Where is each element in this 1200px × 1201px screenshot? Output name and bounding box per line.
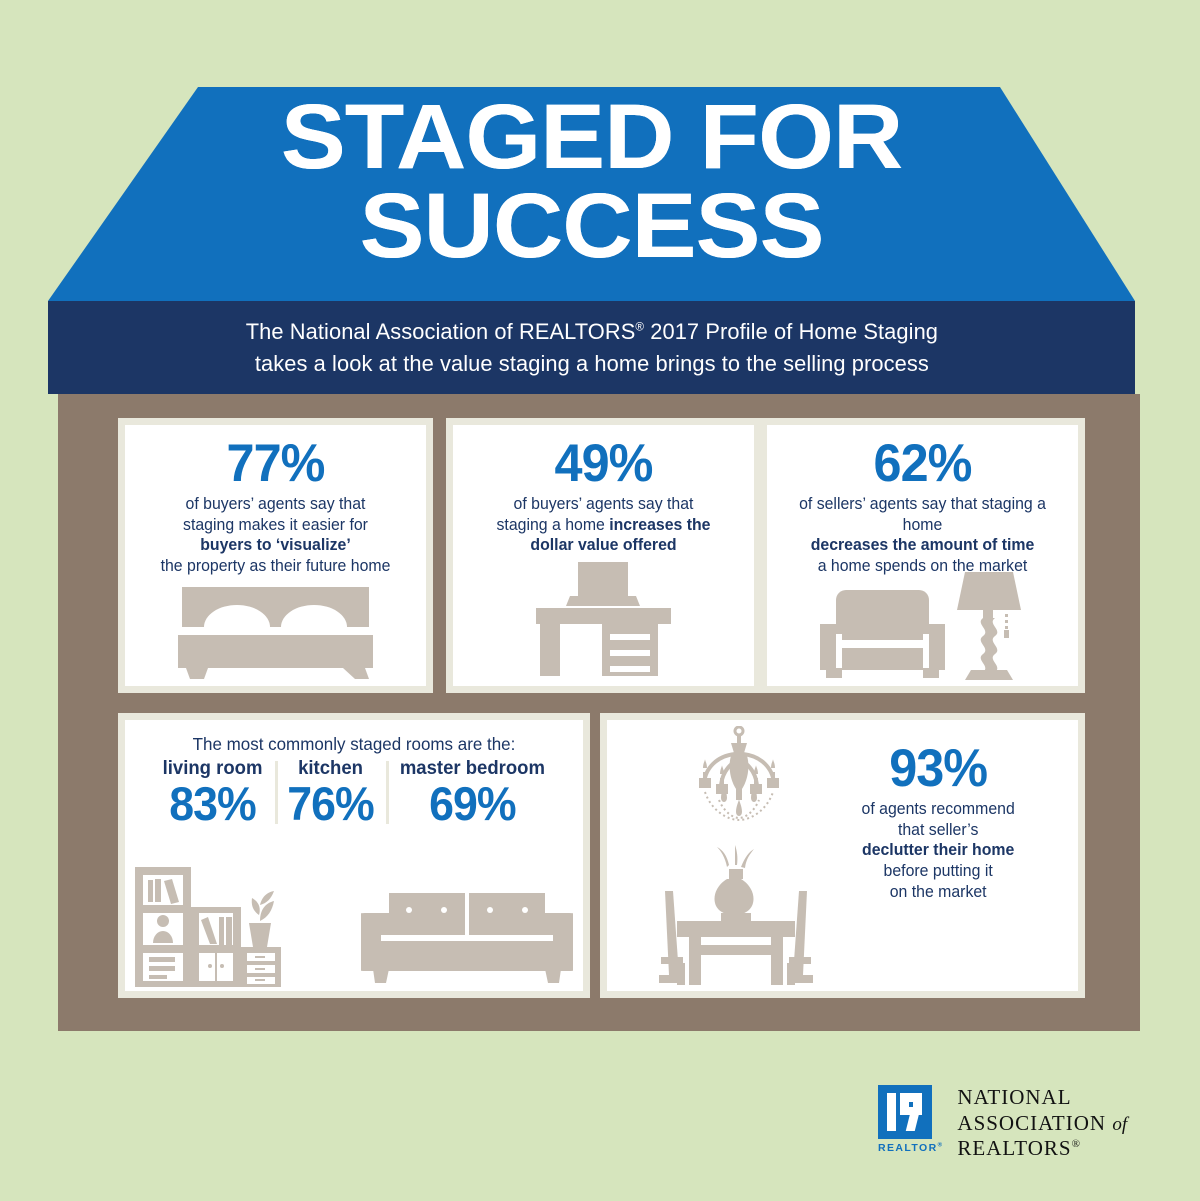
realtor-wordmark-sup: ®: [937, 1142, 944, 1149]
subtitle-line-1-post: 2017 Profile of Home Staging: [643, 318, 938, 344]
card-inner: 49% of buyers’ agents say that staging a…: [453, 425, 754, 686]
bookshelf-icon-container: [133, 865, 283, 987]
sofa-icon-container: [361, 879, 573, 987]
rooms-row: living room 83% kitchen 76% master bedro…: [125, 757, 583, 830]
nar-name-line-3-sup: ®: [1071, 1138, 1081, 1151]
room-stat-living-room: living room 83%: [150, 757, 275, 830]
realtor-r-block: [878, 1085, 932, 1139]
desc-line-2-bold: decreases the amount of time: [810, 536, 1035, 555]
realtor-wordmark-text: REALTOR: [878, 1142, 938, 1154]
bookshelf-icon: [135, 867, 281, 987]
rooms-card: The most commonly staged rooms are the: …: [118, 713, 590, 998]
card-inner: 62% of sellers’ agents say that staging …: [767, 425, 1078, 686]
declutter-layout: 93% of agents recommend that seller’s de…: [607, 720, 1078, 991]
card-inner: 93% of agents recommend that seller’s de…: [607, 720, 1078, 991]
room-stat-kitchen: kitchen 76%: [274, 757, 386, 830]
desc-line-2-pre: staging a home: [496, 515, 610, 534]
room-name: living room: [162, 757, 262, 779]
card-inner: 77% of buyers’ agents say that staging m…: [125, 425, 426, 686]
desc-line-3-bold: buyers to ‘visualize’: [200, 536, 351, 555]
dining-table-icon-container: [655, 845, 815, 985]
stat-percent: 62%: [873, 434, 973, 493]
room-name: master bedroom: [399, 757, 545, 779]
page-title: STAGED FOR SUCCESS: [48, 86, 1135, 278]
nar-name-line-2a: ASSOCIATION: [957, 1110, 1107, 1135]
desc-line-1: of sellers’ agents say that staging a ho…: [799, 495, 1046, 534]
nar-name-line-3-text: REALTORS: [957, 1136, 1072, 1161]
stat-card-dollar-value: 49% of buyers’ agents say that staging a…: [446, 418, 761, 693]
armchair-icon: [820, 590, 945, 678]
title-line-1: STAGED FOR: [280, 86, 904, 188]
room-stat-master-bedroom: master bedroom 69%: [385, 757, 559, 830]
desk-icon: [536, 562, 671, 676]
nar-logo: REALTOR® NATIONAL ASSOCIATION of REALTOR…: [878, 1085, 1127, 1162]
card-inner: The most commonly staged rooms are the: …: [125, 720, 583, 991]
room-percent: 76%: [286, 776, 374, 830]
nar-name-line-1: NATIONAL: [957, 1085, 1072, 1109]
desc-line-1: of buyers’ agents say that: [185, 495, 366, 513]
desc-line-1: of buyers’ agents say that: [513, 495, 694, 513]
stat-percent: 77%: [226, 434, 326, 493]
desc-line-3-bold: declutter their home: [861, 841, 1014, 860]
desc-line-5: on the market: [889, 882, 987, 901]
declutter-card: 93% of agents recommend that seller’s de…: [600, 713, 1085, 998]
desc-line-2: that seller’s: [897, 820, 979, 839]
bed-icon: [178, 587, 373, 679]
stat-percent: 49%: [554, 434, 654, 493]
sofa-icon: [361, 893, 573, 983]
subtitle-line-1-pre: The National Association of REALTORS: [245, 318, 635, 344]
stat-description: of buyers’ agents say that staging makes…: [143, 494, 409, 577]
chandelier-icon: [699, 726, 779, 822]
dining-table-icon: [659, 845, 813, 985]
desc-line-4: before putting it: [883, 861, 993, 880]
realtor-wordmark: REALTOR®: [878, 1142, 943, 1154]
stat-percent: 93%: [888, 739, 988, 798]
icon-container: [125, 585, 426, 680]
chandelier-icon-container: [685, 726, 793, 824]
declutter-icons: [607, 720, 824, 991]
stat-description: of buyers’ agents say that staging a hom…: [472, 494, 734, 556]
floor-lamp-icon: [957, 572, 1021, 680]
stat-card-time-on-market: 62% of sellers’ agents say that staging …: [760, 418, 1085, 693]
title-line-2: SUCCESS: [359, 175, 824, 278]
desc-line-1: of agents recommend: [861, 800, 1015, 818]
icon-container: [453, 560, 754, 680]
room-name: kitchen: [297, 757, 363, 779]
declutter-text: 93% of agents recommend that seller’s de…: [824, 720, 1078, 991]
rooms-heading: The most commonly staged rooms are the:: [192, 734, 516, 754]
desc-line-4: the property as their future home: [160, 556, 391, 575]
roof-shape: STAGED FOR SUCCESS: [48, 87, 1135, 301]
icon-container: [767, 572, 1078, 680]
subtitle-line-1: The National Association of REALTORS® 20…: [245, 316, 937, 348]
desc-line-2-bold: increases the: [609, 515, 711, 534]
subtitle-line-2: takes a look at the value staging a home…: [254, 350, 929, 376]
room-percent: 69%: [428, 776, 516, 830]
desc-line-2: staging makes it easier for: [183, 515, 368, 534]
realtor-mark: REALTOR®: [878, 1085, 943, 1154]
nar-name-line-2: ASSOCIATION of: [957, 1111, 1127, 1137]
registered-mark: ®: [634, 319, 644, 334]
room-percent: 83%: [168, 776, 256, 830]
stat-card-buyers-visualize: 77% of buyers’ agents say that staging m…: [118, 418, 433, 693]
desc-line-3-bold: dollar value offered: [530, 536, 677, 555]
subtitle-text: The National Association of REALTORS® 20…: [245, 316, 937, 380]
desc-line-3: a home spends on the market: [817, 556, 1028, 575]
stat-description: of agents recommend that seller’s declut…: [828, 799, 1047, 902]
nar-name-line-3: REALTORS®: [957, 1136, 1127, 1162]
subtitle-band: The National Association of REALTORS® 20…: [48, 301, 1135, 394]
nar-name-line-2b: of: [1112, 1113, 1128, 1135]
nar-name: NATIONAL ASSOCIATION of REALTORS®: [957, 1085, 1127, 1162]
stat-description: of sellers’ agents say that staging a ho…: [779, 494, 1066, 577]
